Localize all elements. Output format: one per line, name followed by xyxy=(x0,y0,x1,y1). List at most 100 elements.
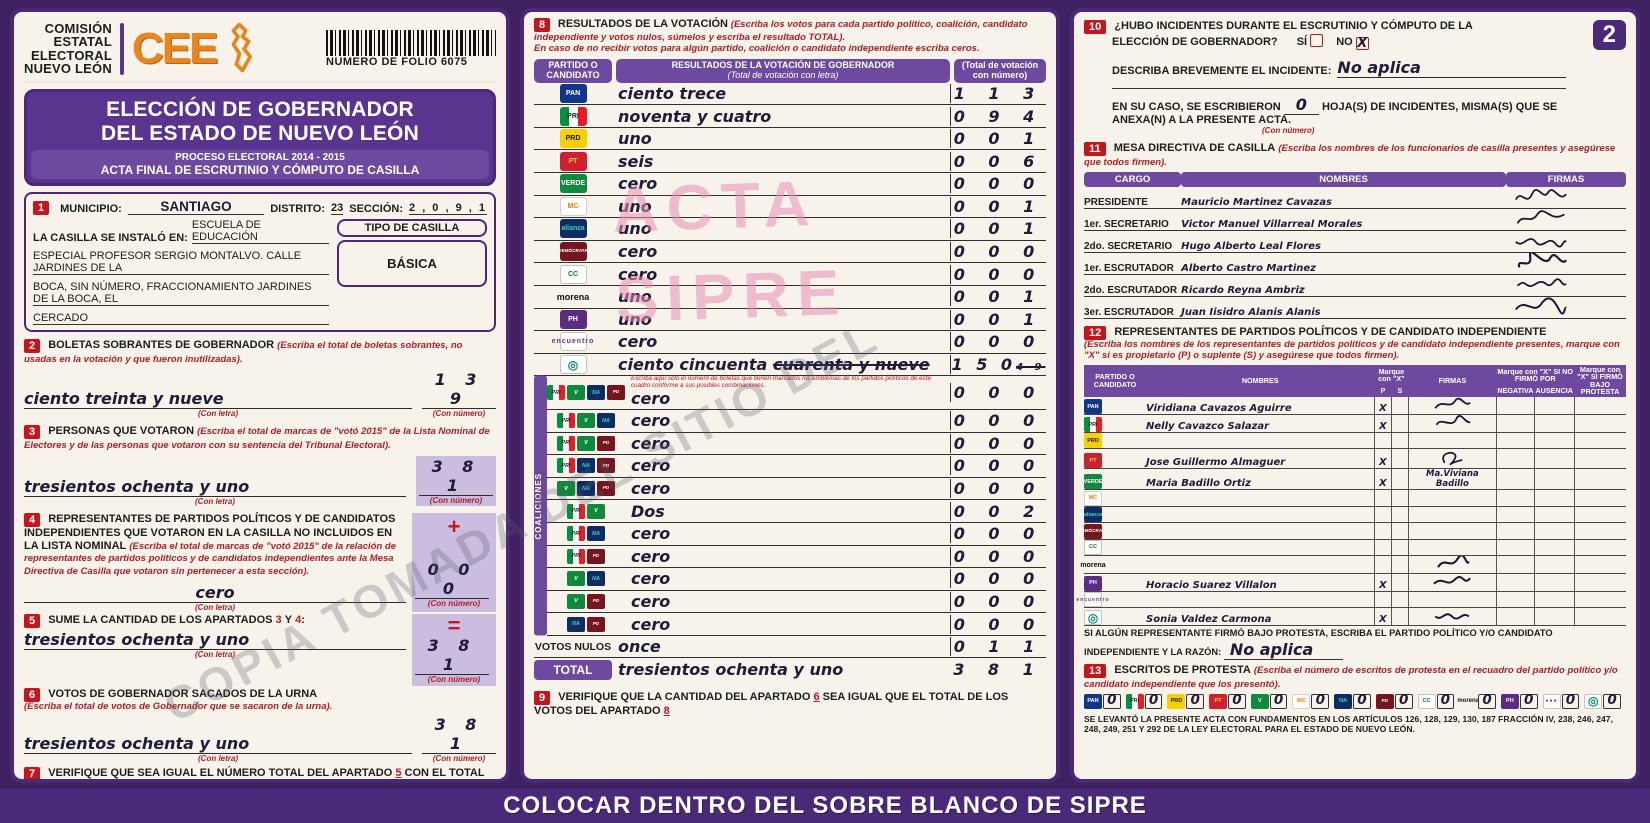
verde-logo: V xyxy=(1250,693,1269,709)
con-letra-label: (Con letra) xyxy=(198,754,238,763)
protesta-count: 0 xyxy=(1561,692,1580,709)
nueva-alianza-mini-logo: NA xyxy=(577,481,595,497)
verde-mini-logo: V xyxy=(587,503,605,519)
rep-nombre: Nelly Cavazco Salazar xyxy=(1146,414,1375,434)
nueva-alianza-mini-logo: NA xyxy=(597,413,615,429)
signature xyxy=(1517,251,1568,268)
vote-letra: cero xyxy=(631,479,671,499)
democrata-logo: DEMÓCRATA xyxy=(1078,523,1108,539)
rep-nombre: Jose Guillermo Almaguer xyxy=(1146,448,1375,470)
signature xyxy=(1514,297,1568,315)
protesta-count: 0 xyxy=(1353,692,1371,709)
folio-block: NUMERO DE FOLIO 6075 xyxy=(326,29,496,68)
con-letra-label: (Con letra) xyxy=(195,496,235,506)
vote-letra: uno xyxy=(618,287,652,307)
vote-letra: uno xyxy=(618,196,652,216)
vote-num: 0 0 0 xyxy=(950,332,1046,352)
nuevo-leon-state-icon xyxy=(231,22,253,72)
funcionario-nombre: Ricardo Reyna Ambriz xyxy=(1181,274,1506,297)
ref-5: 5 xyxy=(395,767,402,779)
boletas-num: 1 3 9 xyxy=(422,370,496,409)
section-7-text2: CON EL TOTAL DE VOTOS DE GOBERNADOR SACA… xyxy=(404,767,485,779)
cargo: PRESIDENTE xyxy=(1084,186,1182,209)
casilla-label: LA CASILLA SE INSTALÓ EN: xyxy=(33,232,188,245)
nombres-header: NOMBRES xyxy=(1146,364,1375,398)
section-6-number: 6 xyxy=(24,688,41,703)
rep-row-pan: PAN Viridiana Cavazos Aguirre X xyxy=(1084,397,1626,416)
section-3-personas-votaron: 3 PERSONAS QUE VOTARON (Escriba el total… xyxy=(24,424,496,506)
result-row-encuentro: encuentro cero 0 0 0 xyxy=(534,331,1046,354)
mesa-row: 2do. ESCRUTADOR Ricardo Reyna Ambriz xyxy=(1084,274,1626,297)
mesa-row: 1er. ESCRUTADOR Alberto Castro Martinez xyxy=(1084,251,1626,275)
org-line: NUEVO LEÓN xyxy=(24,60,112,76)
section-9-text1: VERIFIQUE QUE LA CANTIDAD DEL APARTADO xyxy=(558,691,811,704)
vote-num: 1 5 04 9 xyxy=(950,355,1046,375)
equals-sign: = xyxy=(447,613,461,639)
section-9-number: 9 xyxy=(534,691,551,706)
representantes-num: 0 0 0 xyxy=(415,560,489,600)
pt-logo: PT xyxy=(1084,453,1102,469)
ausencia-header: AUSENCIA xyxy=(1534,385,1574,398)
suma-letra: tresientos ochenta y uno xyxy=(24,628,406,651)
result-row-pt: PT seis 0 0 6 xyxy=(534,150,1046,173)
vote-letra: Dos xyxy=(631,501,665,521)
section-11-number: 11 xyxy=(1084,142,1106,156)
vote-num: 0 0 0 xyxy=(950,383,1046,403)
morena-logo: morena xyxy=(1080,561,1106,569)
rep-nombre xyxy=(1146,506,1375,524)
mesa-row: 1er. SECRETARIO Victor Manuel Villarreal … xyxy=(1084,208,1626,231)
firmas-header: FIRMAS xyxy=(1506,171,1626,187)
protesta-count: 0 xyxy=(1519,692,1538,709)
section-5-suma: 5 SUME LA CANTIDAD DE LOS APARTADOS 3 Y … xyxy=(24,613,496,687)
p-mark: X xyxy=(1373,397,1392,416)
prd-logo: PRD xyxy=(1084,433,1102,449)
distrito-label: DISTRITO: xyxy=(270,203,325,216)
coalition-note: Escriba aquí sólo el número de boletas q… xyxy=(631,375,931,389)
signature xyxy=(1442,452,1463,466)
candidato-independiente-logo: ◎ xyxy=(559,355,587,375)
firmas-header: FIRMAS xyxy=(1408,364,1497,398)
section-12-note: (Escriba los nombres de los representant… xyxy=(1084,338,1620,361)
results-table-header: PARTIDO O CANDIDATO RESULTADOS DE LA VOT… xyxy=(534,58,1046,83)
signature xyxy=(1437,554,1471,568)
vote-num: 0 0 0 xyxy=(950,433,1046,453)
plus-sign: + xyxy=(447,513,461,539)
con-numero-label: (Con número) xyxy=(1262,126,1315,135)
morena-logo: morena xyxy=(556,291,590,302)
tipo-casilla-value: BÁSICA xyxy=(337,240,487,288)
section-5-title2: Y xyxy=(284,614,293,627)
verde-mini-logo: V xyxy=(567,571,585,587)
left-page: COMISIÓN ESTATAL ELECTORAL NUEVO LEÓN CE… xyxy=(10,8,510,783)
section-1-number: 1 xyxy=(33,201,50,216)
coalition-row: V NA cero 0 0 0 xyxy=(547,568,1046,591)
partido-header: PARTIDO O CANDIDATO xyxy=(1084,364,1146,398)
vote-letra: uno xyxy=(618,219,652,239)
coalition-row: NA PD cero 0 0 0 xyxy=(547,613,1046,636)
section-4-number: 4 xyxy=(24,512,41,527)
section-2-note: (Escriba el total de boletas sobrantes, … xyxy=(24,340,463,366)
result-row-independiente: ◎ ciento cincuenta cuarenta y nueve 1 5 04… xyxy=(534,354,1046,377)
rep-nombre xyxy=(1146,591,1375,609)
encuentro-social-logo: encuentro xyxy=(1076,592,1109,608)
ref-3: 3 xyxy=(275,614,282,627)
vote-letra: cero xyxy=(618,242,658,262)
nueva-alianza-logo: NA xyxy=(1334,693,1353,709)
p-header: P xyxy=(1374,385,1392,398)
pri-mini-logo: PRI xyxy=(557,458,575,474)
result-row-pri: PRI noventa y cuatro 0 9 4 xyxy=(534,105,1046,128)
no-checkbox: X xyxy=(1355,36,1369,51)
signature xyxy=(1514,188,1567,201)
municipio-value: SANTIAGO xyxy=(127,199,265,216)
section-9-verificacion: 9 VERIFIQUE QUE LA CANTIDAD DEL APARTADO… xyxy=(534,691,1046,718)
con-letra-label: (Con letra) xyxy=(198,408,238,418)
funcionario-nombre: Juan Iisidro Alanis Alanis xyxy=(1181,296,1506,319)
middle-page-results: ACTA SIPRE 8 RESULTADOS DE LA VOTACIÓN (E… xyxy=(520,8,1060,783)
rep-nombre: Maria Badillo Ortiz xyxy=(1146,468,1375,491)
vote-letra: ciento trece xyxy=(618,83,727,103)
signature xyxy=(1434,397,1472,409)
humanista-logo: PH xyxy=(1500,693,1519,709)
vote-letra: cero xyxy=(631,411,671,431)
total-num: 3 8 1 xyxy=(953,660,1043,680)
signature xyxy=(1516,278,1567,287)
coalition-row: PRI NA cero 0 0 0 xyxy=(547,523,1046,546)
